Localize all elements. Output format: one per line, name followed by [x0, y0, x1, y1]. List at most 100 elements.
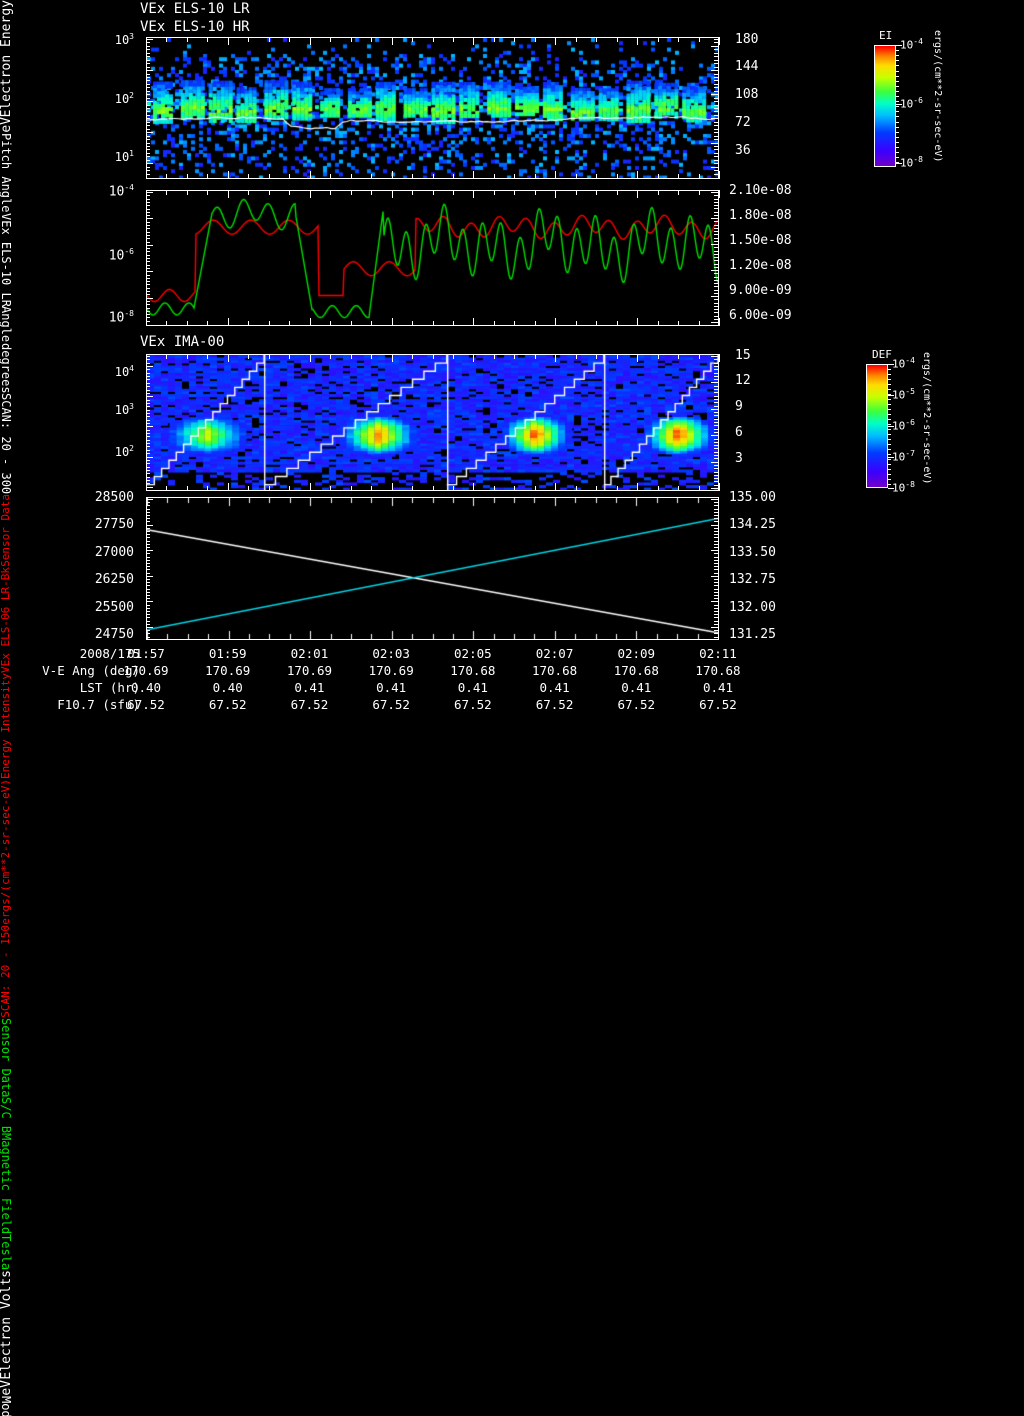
tick-mark — [146, 281, 150, 283]
tick-mark — [555, 483, 556, 491]
tick-mark — [714, 221, 719, 223]
tick-mark — [146, 540, 150, 542]
tick-mark — [146, 439, 150, 441]
tick-mark — [146, 366, 153, 368]
tick-mark — [146, 111, 150, 113]
tick-mark — [371, 37, 372, 42]
tick-mark — [146, 433, 150, 435]
tick-mark — [146, 486, 153, 488]
tick-mark — [555, 37, 556, 45]
tick-mark — [146, 604, 150, 606]
tick-mark — [146, 114, 150, 116]
tick-mark — [888, 409, 891, 410]
tick-mark — [719, 190, 720, 198]
tick-mark — [146, 198, 150, 200]
tick-mark — [207, 174, 208, 179]
tick-mark — [596, 354, 597, 359]
tick-mark — [714, 260, 719, 262]
tick-mark — [896, 152, 899, 154]
tick-mark — [146, 463, 150, 465]
tick-mark — [392, 37, 393, 45]
tick-mark — [714, 80, 719, 82]
tick-mark — [351, 321, 352, 326]
table-cell: 02:07 — [535, 646, 574, 661]
tick-mark — [146, 251, 150, 253]
tick-mark — [714, 309, 719, 310]
panel1-rlabel-5: SCAN: 20 - 300 — [0, 393, 13, 495]
tick-mark — [146, 614, 150, 616]
tick-mark — [711, 601, 719, 603]
tick-mark — [714, 208, 719, 210]
tick-mark — [310, 190, 311, 198]
tick-mark — [714, 405, 719, 407]
tick-mark — [888, 369, 891, 370]
tick-mark — [888, 426, 894, 427]
tick-mark — [412, 321, 413, 326]
tick-mark — [888, 474, 891, 475]
tick-mark — [888, 457, 894, 458]
tick-mark — [166, 321, 167, 326]
tick-mark — [146, 563, 150, 564]
tick-mark — [433, 37, 434, 42]
tick-mark — [514, 486, 515, 491]
tick-mark — [714, 135, 719, 137]
table-row-label: V-E Ang (deg) — [42, 663, 140, 678]
tick-mark — [146, 620, 150, 622]
tick-mark — [888, 479, 891, 480]
tick-mark — [711, 296, 719, 297]
tick-mark — [146, 386, 150, 388]
tick-mark — [714, 52, 719, 54]
tick-mark — [714, 556, 719, 558]
tick-mark — [714, 128, 719, 130]
panel3-colorbar — [866, 364, 888, 488]
tick-mark — [896, 50, 899, 52]
tick-mark — [714, 468, 719, 470]
tick-mark — [146, 87, 150, 89]
tick-label: 135.00 — [729, 490, 776, 505]
tick-label: 10-8 — [108, 309, 134, 326]
tick-mark — [714, 286, 719, 288]
tick-mark — [576, 174, 577, 179]
tick-mark — [392, 171, 393, 179]
tick-mark — [888, 419, 891, 420]
tick-mark — [711, 244, 719, 245]
tick-mark — [711, 270, 719, 271]
tick-mark — [714, 132, 719, 134]
tick-mark — [711, 94, 719, 96]
tick-mark — [576, 321, 577, 326]
tick-mark — [711, 461, 719, 463]
tick-mark — [896, 104, 902, 105]
tick-mark — [714, 620, 719, 622]
tick-mark — [146, 294, 150, 296]
tick-mark — [637, 171, 638, 179]
tick-mark — [714, 101, 719, 103]
table-cell: 67.52 — [372, 697, 410, 712]
tick-label: 2.10e-08 — [729, 183, 792, 198]
tick-mark — [714, 595, 719, 596]
tick-mark — [146, 195, 150, 197]
table-cell: 0.40 — [212, 680, 243, 695]
tick-mark — [699, 354, 700, 359]
tick-mark — [714, 292, 719, 294]
tick-label: 12 — [735, 373, 751, 388]
tick-mark — [146, 317, 150, 319]
tick-mark — [207, 354, 208, 359]
tick-mark — [330, 321, 331, 326]
tick-mark — [714, 527, 719, 529]
tick-mark — [658, 321, 659, 326]
tick-mark — [494, 354, 495, 359]
tick-mark — [711, 499, 719, 500]
tick-mark — [714, 266, 719, 268]
tick-mark — [658, 190, 659, 195]
tick-mark — [453, 321, 454, 326]
tick-mark — [351, 37, 352, 42]
tick-mark — [146, 419, 150, 421]
tick-mark — [714, 633, 719, 635]
tick-mark — [888, 484, 891, 485]
tick-mark — [714, 318, 719, 320]
tick-mark — [896, 85, 899, 87]
tick-mark — [310, 483, 311, 491]
tick-mark — [146, 170, 150, 172]
tick-mark — [714, 211, 719, 213]
tick-mark — [207, 486, 208, 491]
